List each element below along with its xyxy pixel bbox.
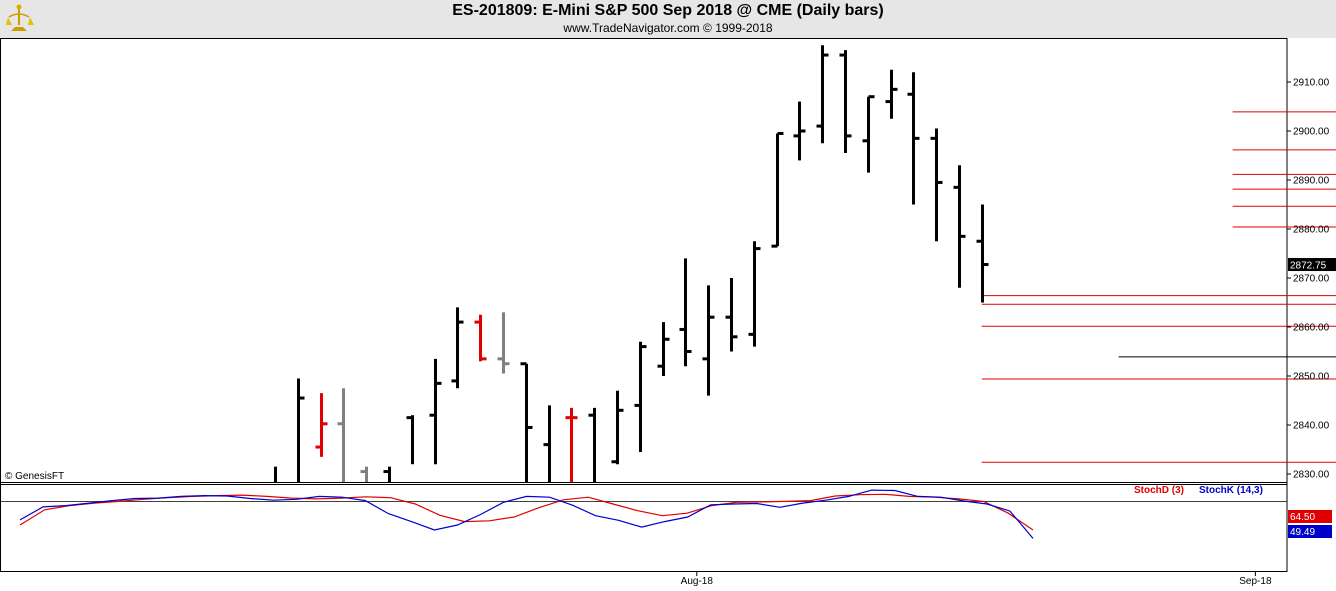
stochd-line — [19, 493, 1034, 531]
chart-title: ES-201809: E-Mini S&P 500 Sep 2018 @ CME… — [452, 2, 884, 19]
level-lines: 2904.002896.252891.252888.252884.752880.… — [981, 111, 1336, 463]
stochastic-panel: StochD (3) StochK (14,3) 64.50 49.49 — [19, 485, 1332, 539]
y-tick-label: 2870.00 — [1293, 274, 1330, 285]
y-tick-label: 2830.00 — [1293, 470, 1330, 481]
y-tick-label: 2890.00 — [1293, 176, 1330, 187]
chart-subtitle: www.TradeNavigator.com © 1999-2018 — [563, 21, 773, 35]
x-tick-label: Aug-18 — [681, 576, 714, 587]
y-tick-label: 2900.00 — [1293, 127, 1330, 138]
stochd-value-tag — [1288, 510, 1332, 523]
stochk-value-tag — [1288, 525, 1332, 538]
date-axis: Aug-18 Sep-18 — [681, 572, 1272, 587]
price-bars — [274, 45, 989, 482]
last-price-label: 2872.75 — [1290, 261, 1327, 272]
trade-navigator-logo-icon — [6, 4, 34, 31]
x-tick-label: Sep-18 — [1239, 576, 1272, 587]
y-tick-label: 2910.00 — [1293, 78, 1330, 89]
stochk-legend: StochK (14,3) — [1199, 485, 1263, 496]
stochk-value: 49.49 — [1290, 527, 1315, 538]
y-tick-label: 2850.00 — [1293, 372, 1330, 383]
y-tick-label: 2880.00 — [1293, 225, 1330, 236]
y-tick-label: 2860.00 — [1293, 323, 1330, 334]
ohlc-bars — [274, 45, 989, 482]
last-price-tag — [1288, 258, 1336, 272]
price-axis: 2910.00 2900.00 2890.00 2880.00 2870.00 2860.… — [1287, 78, 1336, 481]
watermark: © GenesisFT — [5, 471, 64, 482]
chart-frame — [0, 38, 1288, 572]
chart-header: ES-201809: E-Mini S&P 500 Sep 2018 @ CME… — [0, 0, 1336, 38]
stochk-line — [19, 489, 1034, 539]
stochd-value: 64.50 — [1290, 512, 1315, 523]
y-tick-label: 2840.00 — [1293, 421, 1330, 432]
plot-border — [0, 38, 1288, 572]
stochd-legend: StochD (3) — [1134, 485, 1184, 496]
